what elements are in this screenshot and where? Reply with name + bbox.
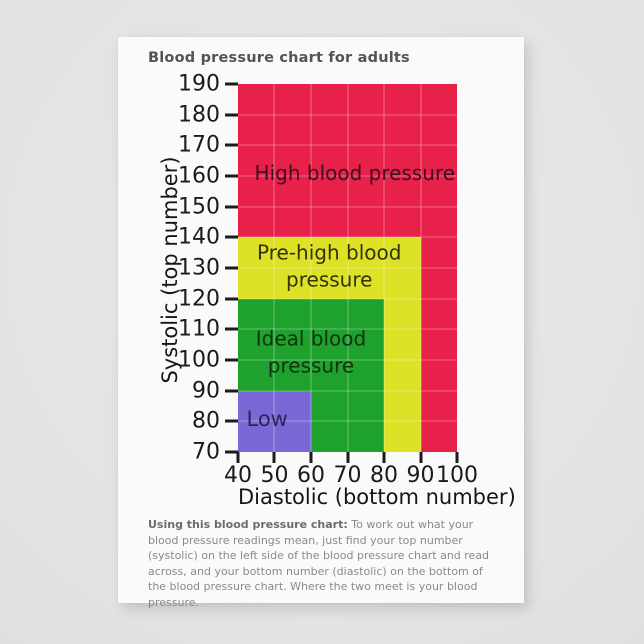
x-tick bbox=[455, 452, 459, 463]
region-label-low: Low bbox=[246, 406, 288, 431]
y-tick-label: 130 bbox=[178, 255, 220, 281]
gridline-horizontal bbox=[238, 297, 457, 300]
usage-note-lead: Using this blood pressure chart: bbox=[148, 518, 348, 531]
usage-note: Using this blood pressure chart: To work… bbox=[148, 517, 502, 611]
product-card: Blood pressure chart for adults Systolic… bbox=[118, 37, 524, 609]
y-tick-label: 100 bbox=[178, 347, 220, 373]
y-tick bbox=[225, 82, 238, 86]
gridline-horizontal bbox=[238, 328, 457, 331]
x-tick bbox=[419, 452, 422, 463]
x-tick-label: 70 bbox=[333, 463, 362, 488]
plot-area: High blood pressure Pre-high blood pressu… bbox=[238, 84, 457, 452]
region-low bbox=[238, 390, 311, 452]
y-tick-label: 190 bbox=[178, 71, 220, 97]
y-tick-label: 170 bbox=[178, 132, 220, 158]
y-tick bbox=[225, 297, 238, 301]
x-tick bbox=[346, 452, 349, 463]
x-tick-label: 40 bbox=[224, 463, 252, 488]
y-tick bbox=[225, 174, 238, 178]
y-tick-label: 160 bbox=[178, 163, 220, 189]
gridline-horizontal bbox=[238, 236, 457, 239]
gridline-horizontal bbox=[238, 113, 457, 116]
gridline-vertical bbox=[273, 84, 276, 452]
y-tick bbox=[225, 113, 238, 117]
gridline-vertical bbox=[419, 84, 422, 452]
x-tick-label: 90 bbox=[406, 463, 435, 488]
region-label-high: High blood pressure bbox=[254, 160, 456, 185]
usage-note-body: To work out what your blood pressure rea… bbox=[148, 518, 490, 610]
y-tick bbox=[225, 327, 238, 331]
y-axis: 70 80 90 100 110 120 130 140 150 160 170 180 190 bbox=[118, 72, 238, 465]
gridline-horizontal bbox=[238, 175, 457, 177]
y-tick bbox=[225, 143, 238, 147]
y-tick-label: 140 bbox=[178, 224, 220, 250]
y-tick bbox=[225, 266, 238, 270]
y-tick-label: 70 bbox=[192, 439, 220, 465]
region-label-ideal: Ideal blood pressure bbox=[255, 326, 367, 378]
gridline-horizontal bbox=[238, 205, 457, 208]
gridline-horizontal bbox=[238, 420, 457, 423]
x-tick-label: 50 bbox=[260, 463, 289, 488]
x-tick-label: 100 bbox=[436, 463, 478, 488]
y-tick bbox=[225, 358, 238, 362]
x-tick bbox=[272, 452, 276, 463]
gridline-horizontal bbox=[238, 144, 457, 147]
x-axis-title: Diastolic (bottom number) bbox=[238, 485, 516, 509]
y-tick bbox=[225, 450, 238, 454]
region-label-pre_high: Pre-high blood pressure bbox=[257, 241, 402, 292]
y-tick-label: 80 bbox=[192, 408, 220, 434]
x-tick bbox=[236, 452, 240, 463]
gridline-horizontal bbox=[238, 267, 457, 269]
y-tick-label: 120 bbox=[178, 286, 220, 312]
x-tick bbox=[309, 452, 313, 463]
y-tick bbox=[225, 235, 238, 239]
gridline-vertical bbox=[309, 84, 312, 452]
x-axis: 40 50 60 70 80 90 100 bbox=[224, 452, 478, 502]
gridline-horizontal bbox=[238, 389, 457, 392]
gridline-horizontal bbox=[238, 359, 457, 361]
y-tick-label: 150 bbox=[178, 194, 220, 220]
y-tick bbox=[225, 205, 238, 209]
x-tick bbox=[382, 452, 386, 463]
y-tick bbox=[225, 389, 238, 393]
gridline-vertical bbox=[382, 84, 385, 452]
y-tick bbox=[225, 419, 238, 423]
chart-title: Blood pressure chart for adults bbox=[148, 50, 410, 66]
x-tick-label: 80 bbox=[369, 463, 398, 488]
y-tick-label: 110 bbox=[178, 316, 220, 342]
x-tick-label: 60 bbox=[296, 463, 325, 488]
y-tick-label: 180 bbox=[178, 102, 220, 128]
gridline-vertical bbox=[346, 84, 349, 452]
y-tick-label: 90 bbox=[192, 378, 220, 404]
